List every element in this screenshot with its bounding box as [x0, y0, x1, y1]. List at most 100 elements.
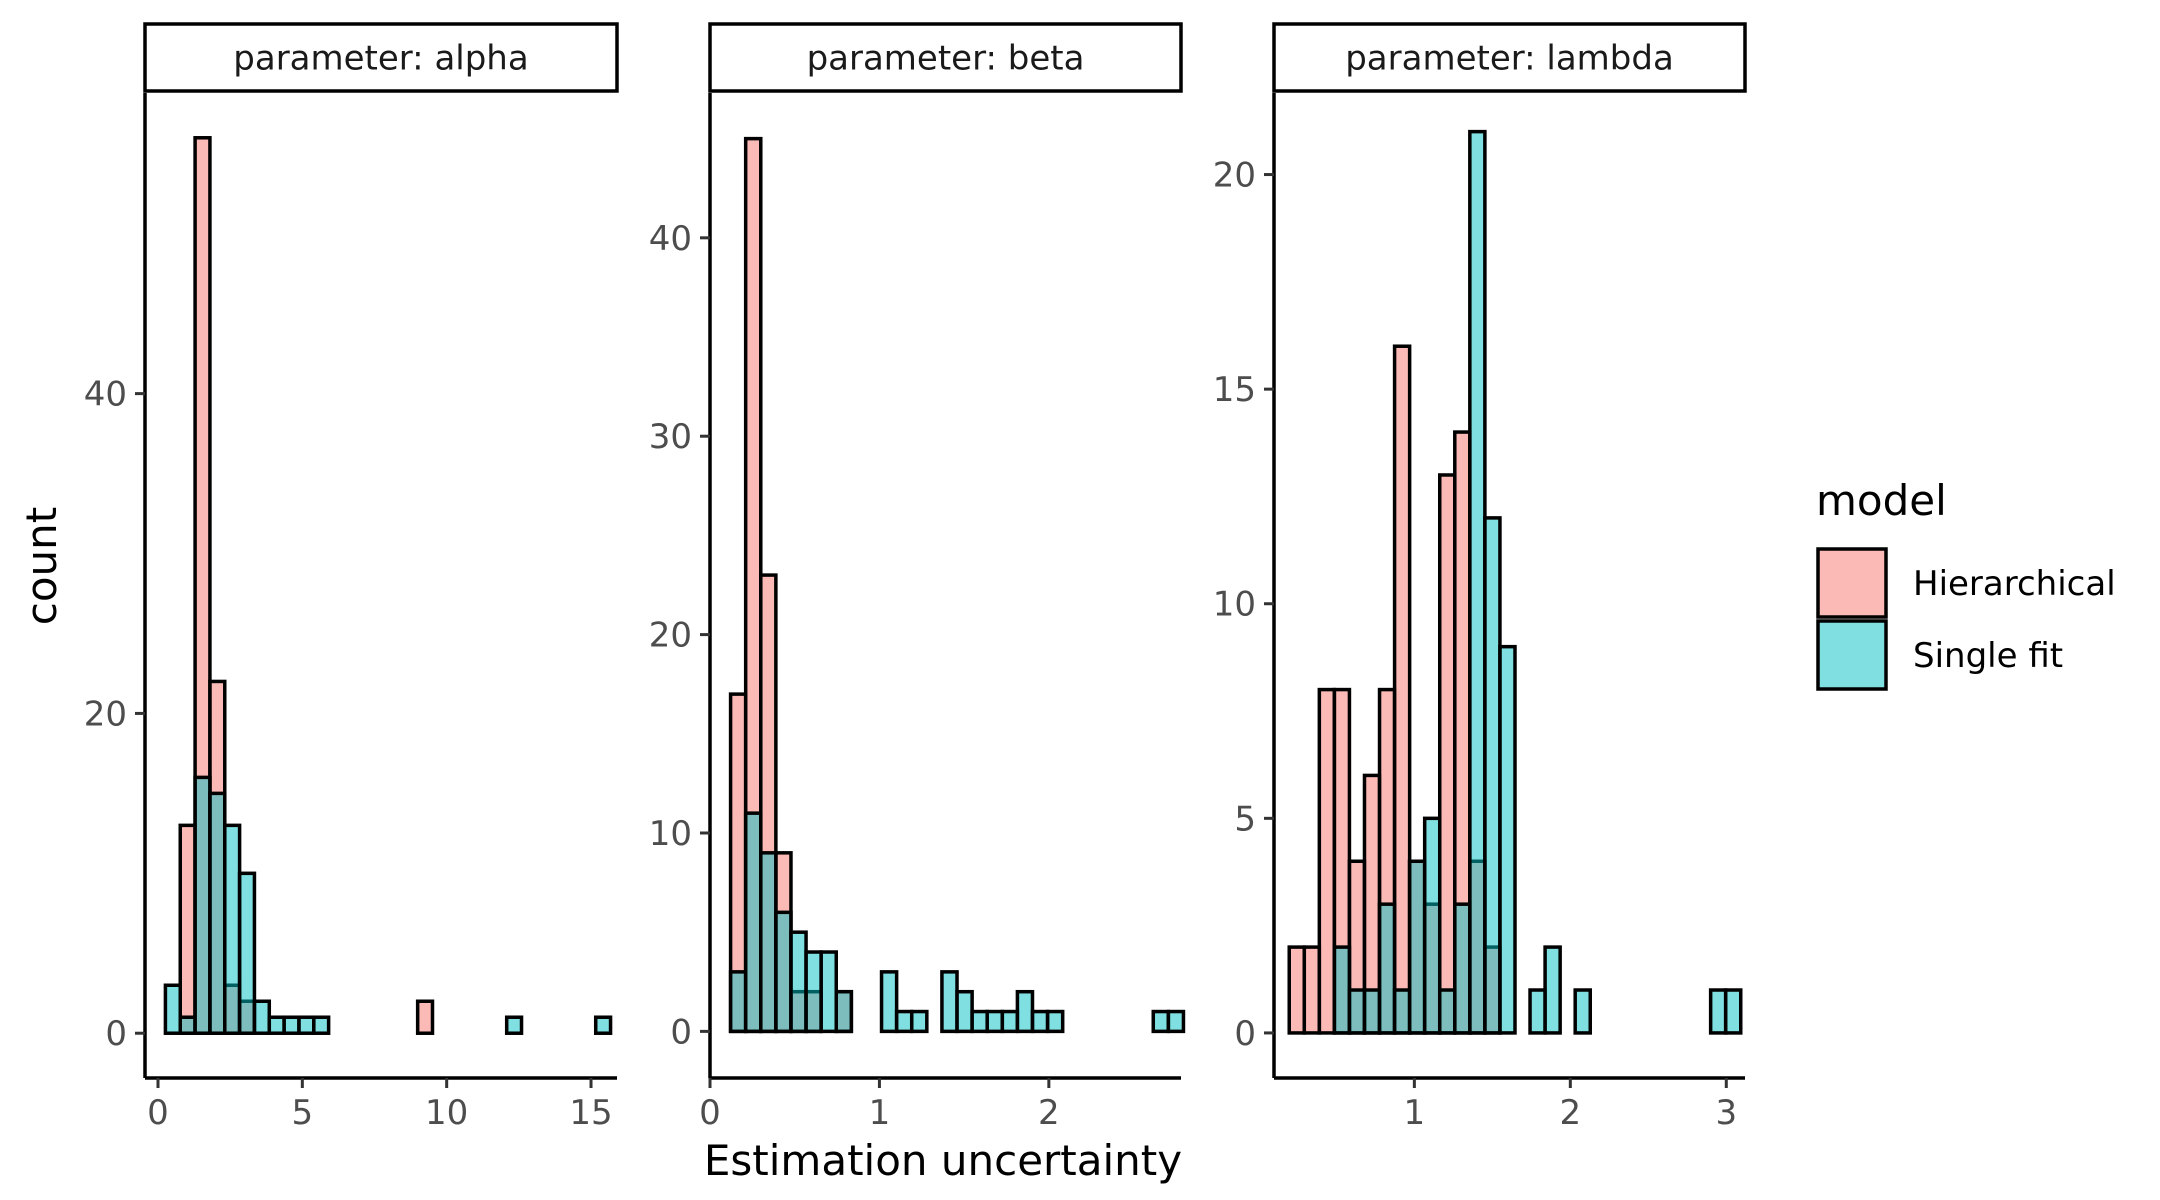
histogram-bar: [1528, 988, 1547, 1035]
x-tick-label: 2: [1560, 1093, 1582, 1133]
histogram-bar: [1392, 344, 1412, 1035]
x-tick-label: 0: [699, 1093, 721, 1133]
histogram-bar: [1151, 1009, 1171, 1034]
histogram-bar: [1468, 129, 1487, 1035]
x-tick-label: 15: [569, 1093, 612, 1133]
facet-strip-label: parameter: alpha: [233, 39, 528, 79]
histogram-bar: [178, 823, 197, 1035]
x-tick-label: 3: [1715, 1093, 1737, 1133]
facet-panel: parameter: beta 0 10 20 30 40 0 1 2: [649, 22, 1186, 1133]
legend-label: Single fit: [1913, 636, 2063, 676]
legend-key: Single fit: [1816, 619, 2063, 691]
x-tick-label: 1: [869, 1093, 891, 1133]
facet-strip-label: parameter: beta: [807, 39, 1085, 79]
y-tick-label: 0: [105, 1014, 127, 1054]
y-tick-label: 10: [1213, 585, 1256, 625]
histogram-bar: [1708, 988, 1728, 1035]
y-tick-label: 40: [84, 375, 127, 415]
histogram-bar: [1573, 988, 1592, 1035]
histogram-bar: [223, 823, 242, 1035]
histogram-bar: [1377, 902, 1397, 1035]
facet-strip: [1272, 22, 1747, 93]
y-axis-title: count: [17, 507, 66, 626]
histogram-bar: [1422, 816, 1442, 1035]
histogram-bar: [789, 930, 808, 1034]
legend-key: Hierarchical: [1816, 547, 2116, 619]
histogram-bar: [985, 1009, 1005, 1034]
histogram-bars: [163, 136, 613, 1035]
y-tick-label: 30: [649, 417, 692, 457]
histogram-bar: [894, 1009, 914, 1034]
histogram-bar: [940, 970, 959, 1034]
histogram-bar: [879, 970, 899, 1034]
histogram-bar: [1437, 473, 1457, 1035]
facet-panel: parameter: alpha 0 20 40 0 5 10 15: [84, 22, 619, 1133]
legend-title: model: [1816, 476, 1947, 525]
histogram-bar: [163, 983, 182, 1035]
histogram-bar: [237, 871, 257, 1035]
histogram-bar: [1392, 988, 1412, 1035]
facet-panel: parameter: lambda 0 5 10 15 20 1 2 3: [1213, 22, 1747, 1133]
facet-strip: [143, 22, 619, 93]
histogram-bar: [743, 811, 763, 1034]
histogram-bar: [504, 1015, 524, 1035]
histogram-bar: [774, 910, 793, 1034]
histogram-bar: [1302, 945, 1322, 1035]
legend: model Hierarchical Single fit: [1816, 476, 2116, 691]
histogram-bar: [1317, 687, 1337, 1035]
histogram-bar: [834, 989, 854, 1034]
histogram-bar: [970, 1009, 989, 1034]
histogram-bar: [1543, 945, 1562, 1035]
y-tick-label: 40: [649, 219, 692, 259]
histogram-bar: [728, 970, 748, 1034]
histogram-bar: [1498, 644, 1517, 1035]
histogram-bar: [1453, 902, 1472, 1035]
x-tick-label: 1: [1404, 1093, 1426, 1133]
histogram-bar: [1332, 945, 1352, 1035]
histogram-bar: [252, 999, 272, 1035]
legend-label: Hierarchical: [1913, 564, 2116, 604]
histogram-bar: [804, 950, 823, 1034]
facet-strip-label: parameter: lambda: [1345, 39, 1674, 79]
y-tick-label: 20: [1213, 156, 1256, 196]
y-tick-label: 0: [670, 1012, 692, 1052]
histogram-bar: [282, 1015, 301, 1035]
histogram-bar: [1362, 988, 1382, 1035]
histogram-bar: [1407, 859, 1427, 1035]
x-axis-title: Estimation uncertainty: [704, 1136, 1182, 1185]
y-tick-label: 0: [1234, 1014, 1256, 1054]
legend-swatch: [1816, 619, 1888, 691]
legend-entries: Hierarchical Single fit: [1816, 547, 2116, 691]
histogram-bar: [1347, 988, 1367, 1035]
histogram-bar: [312, 1015, 331, 1035]
y-tick-label: 20: [84, 694, 127, 734]
x-tick-label: 10: [425, 1093, 468, 1133]
histogram-bar: [1045, 1009, 1065, 1034]
histogram-bar: [267, 1015, 286, 1035]
histogram-bars: [1287, 129, 1743, 1035]
x-tick-label: 5: [292, 1093, 314, 1133]
histogram-bar: [1030, 1009, 1050, 1034]
histogram-bar: [593, 1015, 613, 1035]
histogram-bar: [1166, 1009, 1186, 1034]
x-tick-label: 2: [1038, 1093, 1060, 1133]
histogram-bar: [1723, 988, 1743, 1035]
histogram-bar: [759, 851, 778, 1034]
histogram-bar: [1287, 945, 1307, 1035]
histogram-bar: [1483, 516, 1502, 1035]
histogram-bar: [193, 775, 212, 1035]
histogram-bar: [415, 999, 435, 1035]
histogram-bar: [208, 791, 227, 1035]
y-tick-label: 15: [1213, 370, 1256, 410]
histogram-bar: [909, 1009, 929, 1034]
y-tick-label: 10: [649, 814, 692, 854]
histogram-bar: [819, 950, 839, 1034]
histogram-bar: [1015, 989, 1035, 1034]
x-tick-label: 0: [147, 1093, 169, 1133]
facet-strip: [708, 22, 1183, 93]
legend-swatch: [1816, 547, 1888, 619]
histogram-bar: [1437, 988, 1457, 1035]
histogram-bar: [1000, 1009, 1020, 1034]
